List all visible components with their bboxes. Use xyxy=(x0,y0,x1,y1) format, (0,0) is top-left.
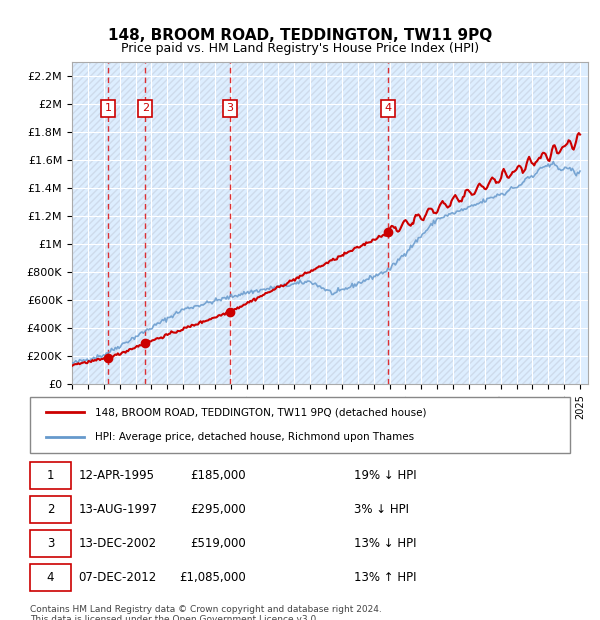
Text: 13% ↓ HPI: 13% ↓ HPI xyxy=(354,537,416,550)
Text: 1: 1 xyxy=(47,469,54,482)
Text: £295,000: £295,000 xyxy=(190,503,246,516)
Text: £1,085,000: £1,085,000 xyxy=(179,571,246,584)
FancyBboxPatch shape xyxy=(30,495,71,523)
Text: 07-DEC-2012: 07-DEC-2012 xyxy=(79,571,157,584)
Text: Contains HM Land Registry data © Crown copyright and database right 2024.
This d: Contains HM Land Registry data © Crown c… xyxy=(30,604,382,620)
Text: 3% ↓ HPI: 3% ↓ HPI xyxy=(354,503,409,516)
Text: 13-AUG-1997: 13-AUG-1997 xyxy=(79,503,158,516)
FancyBboxPatch shape xyxy=(30,461,71,489)
Text: 2: 2 xyxy=(142,104,149,113)
Text: 148, BROOM ROAD, TEDDINGTON, TW11 9PQ: 148, BROOM ROAD, TEDDINGTON, TW11 9PQ xyxy=(108,28,492,43)
Text: £185,000: £185,000 xyxy=(190,469,246,482)
Text: 19% ↓ HPI: 19% ↓ HPI xyxy=(354,469,416,482)
Text: 1: 1 xyxy=(104,104,112,113)
Text: 4: 4 xyxy=(47,571,54,584)
Text: £519,000: £519,000 xyxy=(190,537,246,550)
Text: 12-APR-1995: 12-APR-1995 xyxy=(79,469,155,482)
Text: 3: 3 xyxy=(47,537,54,550)
FancyBboxPatch shape xyxy=(30,397,570,453)
Text: 3: 3 xyxy=(226,104,233,113)
Text: 13-DEC-2002: 13-DEC-2002 xyxy=(79,537,157,550)
Text: 2: 2 xyxy=(47,503,54,516)
Text: 4: 4 xyxy=(385,104,392,113)
Text: Price paid vs. HM Land Registry's House Price Index (HPI): Price paid vs. HM Land Registry's House … xyxy=(121,42,479,55)
Text: 148, BROOM ROAD, TEDDINGTON, TW11 9PQ (detached house): 148, BROOM ROAD, TEDDINGTON, TW11 9PQ (d… xyxy=(95,407,426,417)
Text: 13% ↑ HPI: 13% ↑ HPI xyxy=(354,571,416,584)
FancyBboxPatch shape xyxy=(30,529,71,557)
FancyBboxPatch shape xyxy=(30,564,71,591)
Text: HPI: Average price, detached house, Richmond upon Thames: HPI: Average price, detached house, Rich… xyxy=(95,432,414,442)
